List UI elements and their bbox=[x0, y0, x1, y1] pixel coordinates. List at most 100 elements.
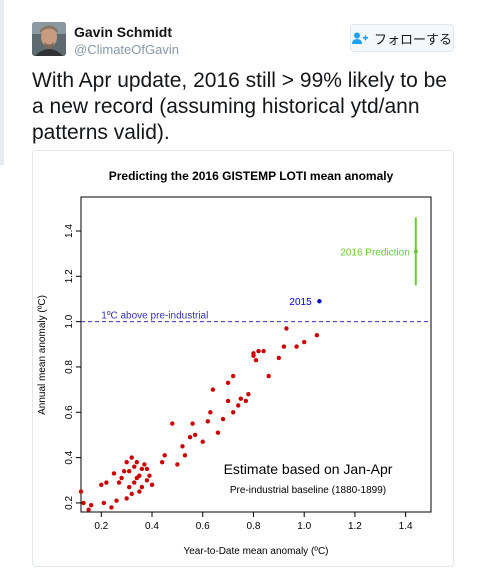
data-point bbox=[256, 348, 261, 354]
data-point bbox=[129, 455, 134, 460]
data-point bbox=[281, 344, 287, 349]
reference-line-label: 1ºC above pre-industrial bbox=[101, 311, 208, 322]
data-point bbox=[230, 373, 236, 379]
data-point bbox=[187, 435, 193, 440]
data-point bbox=[134, 459, 139, 465]
x-tick-label: 1.4 bbox=[399, 521, 413, 532]
x-tick-label: 0.2 bbox=[94, 521, 108, 532]
data-point bbox=[144, 478, 150, 483]
data-point bbox=[205, 419, 211, 424]
tweet-header: Gavin Schmidt @ClimateOfGavin フォローする bbox=[32, 22, 462, 64]
data-point bbox=[220, 416, 226, 422]
data-point bbox=[180, 444, 185, 449]
data-point bbox=[142, 462, 147, 467]
data-point bbox=[101, 500, 107, 506]
follow-button-label: フォローする bbox=[373, 31, 452, 47]
point-2016-prediction bbox=[413, 249, 418, 254]
data-point bbox=[139, 484, 145, 490]
data-point bbox=[129, 491, 134, 497]
author-name[interactable]: Gavin Schmidt bbox=[74, 24, 173, 40]
data-point bbox=[119, 475, 124, 481]
baseline-annotation: Pre-industrial baseline (1880-1899) bbox=[230, 485, 386, 496]
data-point bbox=[215, 430, 221, 435]
data-point bbox=[132, 464, 137, 469]
data-point bbox=[137, 489, 142, 494]
estimate-annotation: Estimate based on Jan-Apr bbox=[224, 461, 393, 477]
tweet-text: With Apr update, 2016 still > 99% likely… bbox=[32, 69, 447, 144]
data-point bbox=[294, 344, 299, 349]
data-point bbox=[132, 480, 137, 485]
timeline-divider bbox=[0, 0, 4, 165]
x-axis: 0.2 0.4 0.6 0.8 1.0 1.2 1.4 bbox=[94, 512, 413, 532]
data-point bbox=[109, 505, 114, 510]
data-point bbox=[111, 471, 117, 476]
x-tick-label: 0.6 bbox=[196, 521, 210, 532]
data-point bbox=[162, 453, 167, 458]
y-tick-label: 1.0 bbox=[64, 314, 75, 328]
user-photo-icon bbox=[32, 22, 66, 56]
y-tick-label: 0.4 bbox=[64, 450, 75, 464]
data-point bbox=[246, 391, 251, 397]
data-point bbox=[301, 339, 307, 345]
data-point bbox=[236, 403, 241, 408]
data-point bbox=[147, 473, 152, 478]
data-point bbox=[149, 482, 155, 488]
data-point bbox=[104, 480, 109, 485]
x-tick-label: 0.8 bbox=[247, 521, 261, 532]
data-point bbox=[137, 473, 142, 478]
data-point bbox=[124, 459, 129, 465]
data-point bbox=[139, 466, 145, 472]
data-point bbox=[126, 469, 132, 474]
data-point bbox=[200, 439, 205, 444]
data-point bbox=[238, 396, 243, 401]
follow-user-icon bbox=[351, 32, 368, 44]
data-point bbox=[192, 432, 198, 438]
data-point bbox=[86, 507, 91, 512]
data-point bbox=[170, 421, 175, 426]
author-handle[interactable]: @ClimateOfGavin bbox=[74, 42, 179, 57]
data-point bbox=[314, 333, 320, 338]
data-point bbox=[243, 398, 249, 404]
data-point bbox=[225, 380, 231, 386]
data-point bbox=[208, 410, 213, 415]
data-point bbox=[253, 357, 259, 363]
data-point bbox=[175, 462, 180, 467]
data-point bbox=[266, 373, 271, 379]
data-point bbox=[114, 498, 119, 503]
data-point bbox=[230, 410, 236, 415]
data-point bbox=[276, 355, 282, 361]
y-tick-label: 1.2 bbox=[64, 269, 75, 283]
y-tick-label: 0.2 bbox=[64, 496, 75, 510]
data-point bbox=[124, 496, 129, 501]
data-point bbox=[225, 398, 231, 404]
data-point bbox=[121, 469, 127, 474]
y-axis: 0.2 0.4 0.6 0.8 1.0 1.2 1.4 bbox=[64, 224, 81, 510]
data-point bbox=[261, 348, 266, 354]
x-tick-label: 1.0 bbox=[297, 521, 311, 532]
data-point bbox=[78, 489, 84, 494]
data-point bbox=[182, 453, 188, 458]
follow-button[interactable]: フォローする bbox=[350, 24, 454, 52]
data-point bbox=[81, 500, 86, 506]
label-2015: 2015 bbox=[289, 297, 312, 308]
data-point bbox=[210, 387, 216, 392]
x-axis-label: Year-to-Date mean anomaly (ºC) bbox=[183, 546, 328, 557]
x-tick-label: 0.4 bbox=[145, 521, 159, 532]
label-2016-prediction: 2016 Prediction bbox=[340, 247, 410, 258]
point-2015 bbox=[317, 299, 322, 304]
y-tick-label: 0.8 bbox=[64, 360, 75, 374]
data-point bbox=[88, 503, 94, 508]
data-point bbox=[144, 466, 150, 472]
data-point bbox=[126, 484, 132, 490]
data-point bbox=[190, 421, 195, 426]
scatter-chart: Predicting the 2016 GISTEMP LOTI mean an… bbox=[37, 169, 432, 557]
y-axis-label: Annual mean anomaly (ºC) bbox=[37, 295, 48, 415]
data-point bbox=[251, 353, 256, 358]
data-point bbox=[159, 459, 165, 465]
tweet-media-chart[interactable]: Predicting the 2016 GISTEMP LOTI mean an… bbox=[32, 150, 454, 567]
avatar[interactable] bbox=[32, 22, 66, 56]
y-tick-label: 0.6 bbox=[64, 405, 75, 419]
data-point bbox=[116, 480, 122, 485]
plot-frame bbox=[80, 196, 432, 513]
x-tick-label: 1.2 bbox=[348, 521, 362, 532]
